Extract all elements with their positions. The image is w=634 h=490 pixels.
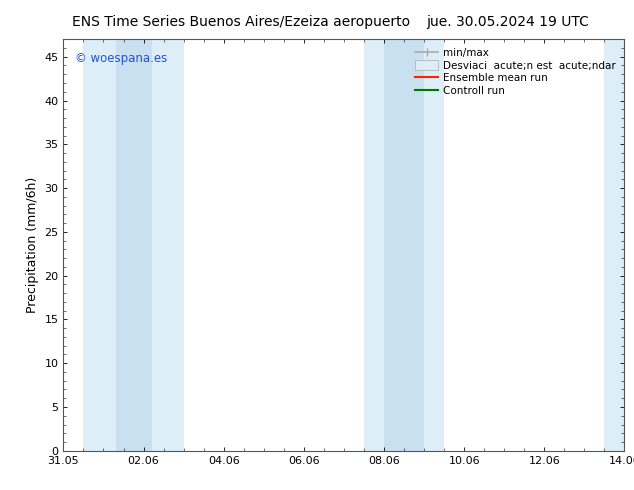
Text: ENS Time Series Buenos Aires/Ezeiza aeropuerto: ENS Time Series Buenos Aires/Ezeiza aero… (72, 15, 410, 29)
Y-axis label: Precipitation (mm/6h): Precipitation (mm/6h) (26, 177, 39, 313)
Text: jue. 30.05.2024 19 UTC: jue. 30.05.2024 19 UTC (426, 15, 588, 29)
Legend: min/max, Desviaci  acute;n est  acute;ndar, Ensemble mean run, Controll run: min/max, Desviaci acute;n est acute;ndar… (412, 45, 619, 99)
Bar (364, 39, 444, 451)
Bar (84, 39, 184, 451)
Bar (604, 39, 624, 451)
Text: © woespana.es: © woespana.es (75, 51, 167, 65)
Bar (115, 39, 152, 451)
Bar (384, 39, 424, 451)
